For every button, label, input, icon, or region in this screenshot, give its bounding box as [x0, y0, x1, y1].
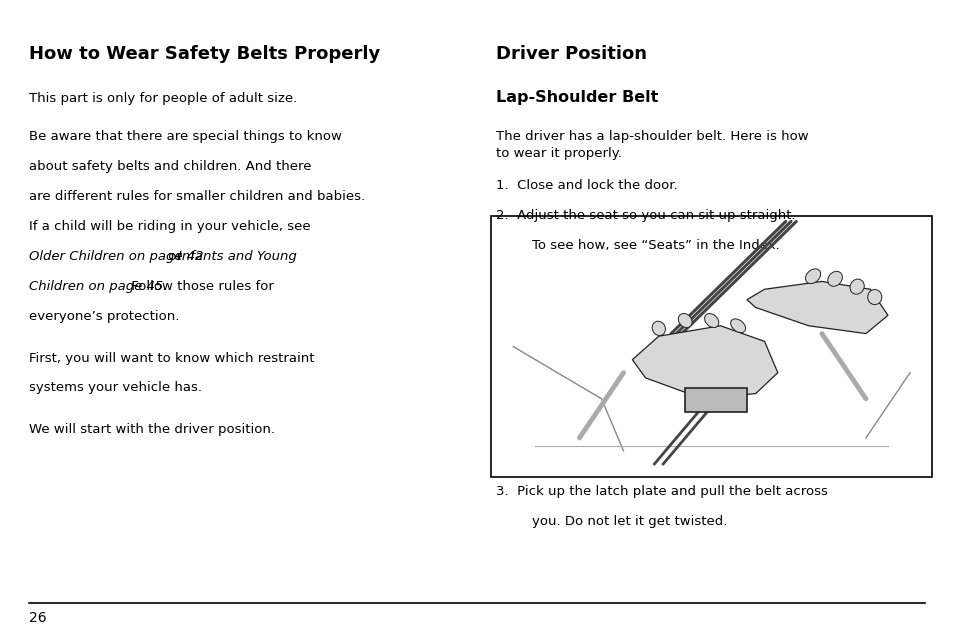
Text: If a child will be riding in your vehicle, see: If a child will be riding in your vehicl… — [29, 220, 310, 233]
Text: The driver has a lap-shoulder belt. Here is how
to wear it properly.: The driver has a lap-shoulder belt. Here… — [496, 130, 808, 160]
Text: 3.  Pick up the latch plate and pull the belt across: 3. Pick up the latch plate and pull the … — [496, 485, 827, 497]
Text: This part is only for people of adult size.: This part is only for people of adult si… — [29, 92, 296, 105]
Text: Follow those rules for: Follow those rules for — [127, 280, 274, 293]
Text: Older Children on page 42: Older Children on page 42 — [29, 250, 203, 263]
Text: 2.  Adjust the seat so you can sit up straight.: 2. Adjust the seat so you can sit up str… — [496, 209, 795, 222]
Bar — [491, 216, 931, 477]
Text: We will start with the driver position.: We will start with the driver position. — [29, 424, 274, 436]
Text: Be aware that there are special things to know: Be aware that there are special things t… — [29, 130, 341, 143]
Text: are different rules for smaller children and babies.: are different rules for smaller children… — [29, 190, 364, 203]
Text: 1.  Close and lock the door.: 1. Close and lock the door. — [496, 179, 677, 192]
Text: or: or — [164, 250, 186, 263]
Text: To see how, see “Seats” in the Index.: To see how, see “Seats” in the Index. — [532, 239, 780, 252]
Text: Driver Position: Driver Position — [496, 45, 646, 62]
Text: Children on page 45.: Children on page 45. — [29, 280, 167, 293]
Text: First, you will want to know which restraint: First, you will want to know which restr… — [29, 352, 314, 364]
Text: 26: 26 — [29, 611, 46, 625]
Text: How to Wear Safety Belts Properly: How to Wear Safety Belts Properly — [29, 45, 379, 62]
Text: Infants and Young: Infants and Young — [178, 250, 296, 263]
Text: about safety belts and children. And there: about safety belts and children. And the… — [29, 160, 311, 173]
Text: systems your vehicle has.: systems your vehicle has. — [29, 382, 201, 394]
Text: Lap-Shoulder Belt: Lap-Shoulder Belt — [496, 90, 658, 106]
Text: you. Do not let it get twisted.: you. Do not let it get twisted. — [532, 515, 727, 527]
Text: everyone’s protection.: everyone’s protection. — [29, 310, 179, 322]
